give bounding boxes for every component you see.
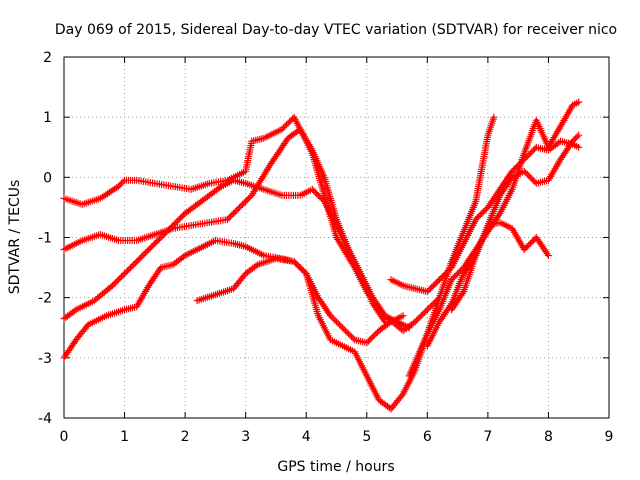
data-series bbox=[60, 98, 583, 413]
series-9 bbox=[448, 218, 552, 314]
y-tick-label: 2 bbox=[43, 50, 52, 66]
series-2 bbox=[60, 125, 443, 335]
series-markers bbox=[60, 125, 443, 335]
y-tick-label: 1 bbox=[43, 110, 52, 126]
x-tick-label: 9 bbox=[605, 429, 614, 445]
x-tick-label: 2 bbox=[181, 429, 190, 445]
series-markers bbox=[60, 113, 413, 332]
y-tick-label: 0 bbox=[43, 170, 52, 186]
series-1 bbox=[60, 113, 413, 332]
x-axis-label: GPS time / hours bbox=[277, 459, 394, 475]
x-tick-label: 7 bbox=[483, 429, 492, 445]
y-tick-label: -2 bbox=[38, 291, 52, 307]
x-tick-label: 4 bbox=[302, 429, 311, 445]
x-tick-label: 0 bbox=[60, 429, 69, 445]
chart-title: Day 069 of 2015, Sidereal Day-to-day VTE… bbox=[55, 22, 617, 38]
series-8 bbox=[423, 131, 583, 350]
x-tick-label: 8 bbox=[544, 429, 553, 445]
y-tick-label: -4 bbox=[38, 411, 52, 427]
y-axis-label: SDTVAR / TECUs bbox=[7, 180, 23, 295]
y-tick-label: -3 bbox=[38, 351, 52, 367]
series-markers bbox=[423, 131, 583, 350]
series-markers bbox=[60, 176, 389, 326]
x-tick-label: 5 bbox=[362, 429, 371, 445]
series-markers bbox=[387, 137, 583, 296]
axis-ticks: 0 1 2 3 4 5 6 7 8 9 -4 -3 -2 -1 0 1 2 bbox=[38, 50, 613, 445]
series-markers bbox=[448, 218, 552, 314]
x-tick-label: 1 bbox=[120, 429, 129, 445]
x-tick-label: 3 bbox=[241, 429, 250, 445]
x-tick-label: 6 bbox=[423, 429, 432, 445]
y-tick-label: -1 bbox=[38, 231, 52, 247]
series-3 bbox=[60, 176, 389, 326]
series-6 bbox=[387, 137, 583, 296]
